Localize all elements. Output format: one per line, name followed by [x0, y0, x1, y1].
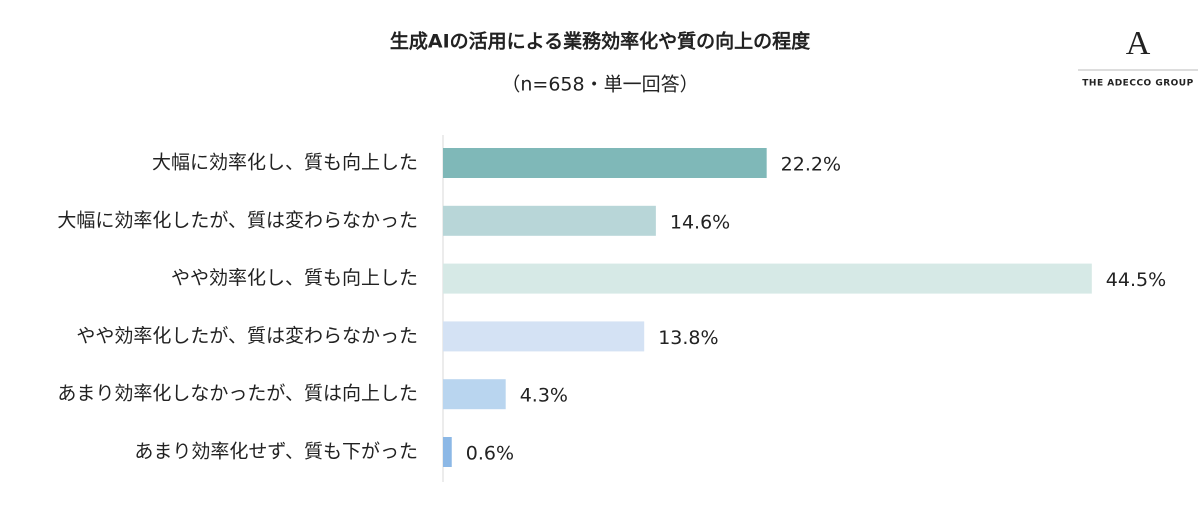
value-label: 14.6% [670, 211, 730, 233]
bar [443, 263, 1092, 294]
value-label: 44.5% [1106, 269, 1166, 291]
value-label: 22.2% [781, 154, 841, 176]
bar [443, 379, 506, 410]
category-label: あまり効率化せず、質も下がった [134, 441, 418, 463]
logo-mark: A [1126, 25, 1151, 62]
bar [443, 205, 656, 236]
bar [443, 148, 767, 178]
logo-text: THE ADECCO GROUP [1082, 79, 1193, 89]
category-label: やや効率化したが、質は変わらなかった [76, 325, 418, 347]
category-label: やや効率化し、質も向上した [171, 267, 418, 289]
category-label: あまり効率化しなかったが、質は向上した [57, 383, 418, 405]
chart-subtitle: （n=658・単一回答） [501, 74, 698, 96]
bar [443, 321, 645, 352]
value-label: 0.6% [466, 443, 514, 465]
value-label: 13.8% [658, 327, 718, 349]
bar [443, 437, 452, 467]
chart-title: 生成AIの活用による業務効率化や質の向上の程度 [390, 30, 811, 53]
value-label: 4.3% [520, 385, 568, 407]
category-label: 大幅に効率化し、質も向上した [152, 152, 418, 174]
category-label: 大幅に効率化したが、質は変わらなかった [57, 209, 418, 231]
